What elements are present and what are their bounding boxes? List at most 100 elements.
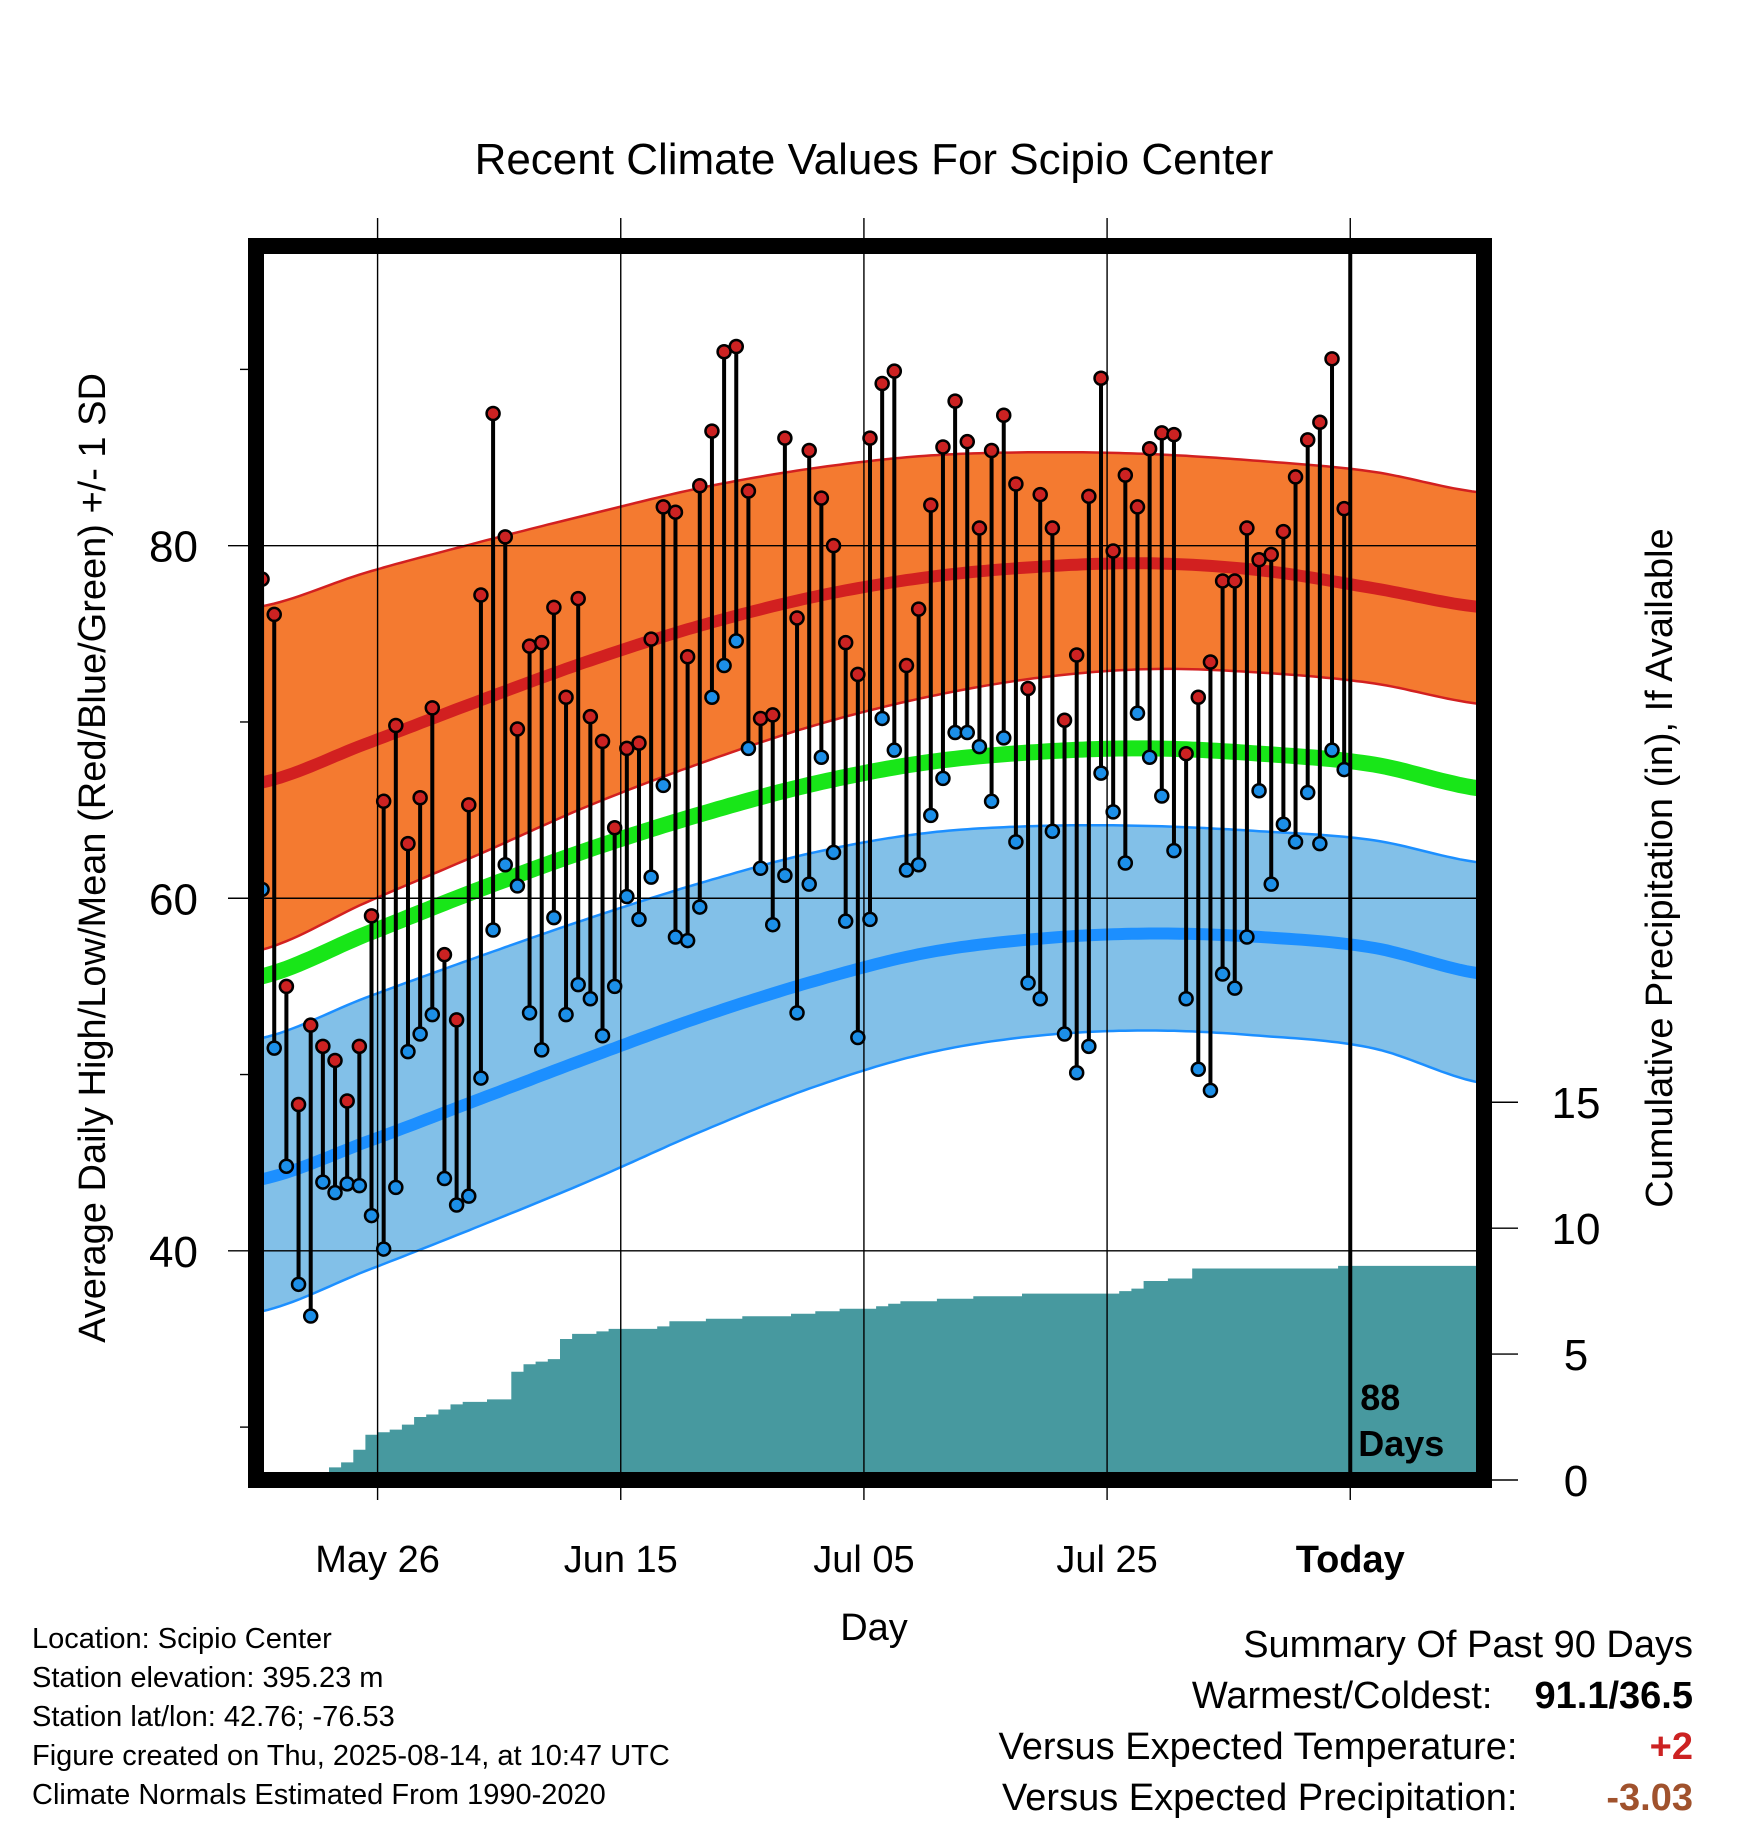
latlon-text: Station lat/lon: 42.76; -76.53	[32, 1701, 395, 1733]
daily-high-point	[1068, 647, 1085, 663]
daily-low-point	[278, 1158, 295, 1174]
daily-low-point	[789, 1005, 805, 1021]
daily-low-point	[837, 913, 854, 929]
daily-high-point	[375, 793, 392, 810]
daily-low-point	[1081, 1038, 1097, 1055]
daily-low-point	[777, 867, 793, 884]
daily-high-point	[533, 634, 550, 651]
daily-high-point	[1081, 488, 1097, 505]
daily-high-point	[1093, 370, 1109, 386]
daily-low-point	[850, 1029, 866, 1046]
daily-high-point	[278, 978, 295, 995]
temp-departure-row: Versus Expected Temperature: +2	[999, 1722, 1693, 1773]
x-tick-label: Jul 05	[813, 1539, 914, 1581]
daily-high-point	[1129, 499, 1146, 515]
daily-high-point	[1239, 520, 1255, 536]
daily-low-point	[558, 1006, 574, 1023]
daily-low-point	[1263, 876, 1279, 892]
daily-low-point	[290, 1276, 307, 1293]
today-days-label: Days	[1358, 1423, 1444, 1464]
daily-low-point	[643, 869, 659, 885]
elevation-text: Station elevation: 395.23 m	[32, 1662, 384, 1694]
daily-low-point	[521, 1005, 538, 1021]
daily-high-point	[424, 700, 441, 716]
daily-low-point	[1166, 842, 1182, 859]
daily-high-point	[813, 490, 830, 506]
daily-high-point	[1275, 523, 1292, 540]
daily-low-point	[582, 990, 599, 1007]
daily-high-point	[1032, 486, 1048, 503]
y-axis-label-left: Average Daily High/Low/Mean (Red/Blue/Gr…	[72, 373, 114, 1343]
normals-text: Climate Normals Estimated From 1990-2020	[32, 1779, 606, 1811]
daily-low-point	[1032, 990, 1048, 1007]
y-right-tick-label: 15	[1552, 1079, 1601, 1128]
daily-low-point	[1202, 1082, 1219, 1099]
daily-low-point	[874, 710, 890, 727]
daily-high-point	[643, 631, 659, 647]
daily-low-point	[825, 844, 842, 861]
daily-low-point	[1214, 966, 1231, 982]
daily-high-point	[1299, 432, 1316, 448]
temp-departure-value: +2	[1649, 1726, 1693, 1768]
station-info: Location: Scipio Center Station elevatio…	[32, 1620, 670, 1815]
created-text: Figure created on Thu, 2025-08-14, at 10…	[32, 1740, 670, 1772]
plot-content	[256, 246, 1484, 1480]
daily-high-point	[837, 634, 854, 651]
y-right-tick-label: 0	[1564, 1457, 1588, 1506]
daily-high-point	[935, 439, 951, 455]
daily-low-point	[692, 899, 708, 915]
plot-area: 88 Days May 26 Jun 15 Jul 05 Jul 25 Today 40 60 8…	[149, 218, 1600, 1581]
daily-high-point	[850, 666, 866, 683]
chart-title: Recent Climate Values For Scipio Center	[475, 135, 1274, 184]
daily-low-point	[1105, 804, 1121, 820]
y-right-tick-label: 10	[1552, 1205, 1601, 1254]
daily-low-point	[546, 909, 562, 926]
daily-low-point	[1020, 975, 1036, 991]
daily-low-point	[1312, 835, 1328, 852]
daily-low-point	[752, 860, 769, 877]
daily-high-point	[594, 733, 611, 750]
daily-high-point	[290, 1096, 307, 1113]
x-tick-label: Today	[1296, 1539, 1405, 1581]
cumulative-precip-area	[268, 1265, 1484, 1480]
daily-low-point	[1251, 782, 1267, 799]
daily-high-point	[631, 735, 647, 751]
daily-low-point	[497, 857, 513, 873]
daily-high-point	[497, 529, 513, 545]
daily-low-point	[764, 916, 781, 933]
daily-low-point	[363, 1207, 380, 1224]
daily-low-point	[728, 633, 745, 649]
daily-high-point	[947, 393, 963, 409]
today-days-count: 88	[1360, 1377, 1400, 1418]
daily-high-point	[971, 520, 988, 536]
daily-high-point	[1117, 467, 1134, 483]
daily-low-point	[971, 738, 988, 755]
daily-high-point	[983, 442, 1000, 459]
x-axis-label: Day	[840, 1607, 908, 1649]
warmest-coldest-value: 91.1/36.5	[1534, 1675, 1693, 1717]
daily-high-point	[339, 1093, 355, 1109]
daily-low-point	[448, 1197, 465, 1213]
location-text: Location: Scipio Center	[32, 1623, 332, 1655]
daily-low-point	[862, 911, 878, 928]
daily-high-point	[1202, 654, 1219, 670]
daily-high-point	[546, 599, 562, 616]
warmest-coldest-row: Warmest/Coldest: 91.1/36.5	[999, 1671, 1693, 1722]
summary-panel: Summary Of Past 90 Days Warmest/Coldest:…	[999, 1620, 1693, 1824]
daily-low-point	[533, 1042, 550, 1058]
daily-low-point	[679, 932, 696, 949]
daily-high-point	[558, 689, 574, 706]
daily-low-point	[1008, 834, 1024, 850]
daily-high-point	[1020, 680, 1036, 697]
summary-title: Summary Of Past 90 Days	[1243, 1624, 1693, 1666]
daily-low-point	[716, 657, 732, 674]
daily-high-point	[874, 375, 890, 392]
daily-high-point	[1105, 543, 1121, 559]
daily-high-point	[1227, 573, 1243, 589]
daily-high-point	[692, 477, 708, 494]
daily-high-point	[388, 717, 404, 734]
y-right-tick-label: 5	[1564, 1331, 1588, 1380]
daily-high-point	[1154, 425, 1170, 441]
daily-low-point	[813, 749, 830, 765]
y-left-tick-label: 60	[149, 875, 198, 924]
